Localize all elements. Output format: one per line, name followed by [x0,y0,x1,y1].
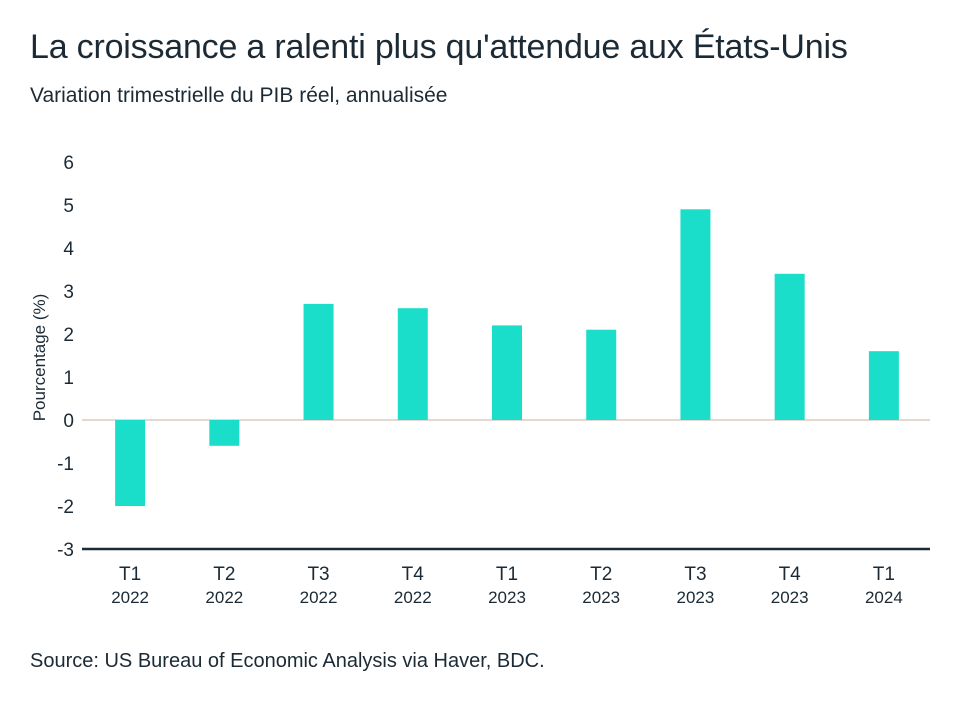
chart-title: La croissance a ralenti plus qu'attendue… [30,28,848,66]
y-tick-label: 0 [63,411,74,432]
x-tick-year: 2024 [865,588,903,607]
x-tick-quarter: T4 [779,564,802,585]
x-tick-quarter: T1 [119,564,141,585]
chart-subtitle: Variation trimestrielle du PIB réel, ann… [30,84,448,107]
y-tick-label: 6 [63,153,74,174]
x-tick-quarter: T3 [307,564,329,585]
x-axis-labels: T1 2022 T2 2022 T3 2022 T4 2022 T1 2023 T2 2023 T3 20… [111,564,903,607]
bar [397,308,428,420]
bar [868,351,899,420]
x-tick-quarter: T2 [590,564,612,585]
y-tick-label: 5 [63,196,74,217]
y-tick-label: -1 [57,454,74,475]
y-axis-ticks: 6 5 4 3 2 1 0 -1 -2 -3 [57,153,74,561]
y-tick-label: -2 [57,497,74,518]
x-tick-quarter: T4 [402,564,425,585]
y-tick-label: 4 [63,239,74,260]
x-tick-quarter: T1 [873,564,895,585]
x-tick-year: 2022 [205,588,243,607]
bar [680,209,711,420]
bar [774,273,805,420]
bar [115,420,146,506]
x-tick-year: 2023 [582,588,620,607]
bars [115,209,899,506]
x-tick-year: 2022 [111,588,149,607]
x-tick-quarter: T3 [684,564,706,585]
x-tick-year: 2022 [394,588,432,607]
bar [586,329,617,420]
y-axis-title: Pourcentage (%) [30,294,49,422]
y-tick-label: 2 [63,325,74,346]
y-tick-label: 1 [63,368,74,389]
x-tick-quarter: T2 [213,564,235,585]
bar [492,325,522,420]
x-tick-quarter: T1 [496,564,518,585]
y-tick-label: 3 [63,282,74,303]
x-tick-year: 2023 [771,588,809,607]
x-tick-year: 2023 [488,588,526,607]
bar [303,303,334,420]
source-note: Source: US Bureau of Economic Analysis v… [30,650,545,672]
x-tick-year: 2022 [300,588,338,607]
y-tick-label: -3 [57,540,74,561]
x-tick-year: 2023 [677,588,715,607]
bar [209,420,240,446]
